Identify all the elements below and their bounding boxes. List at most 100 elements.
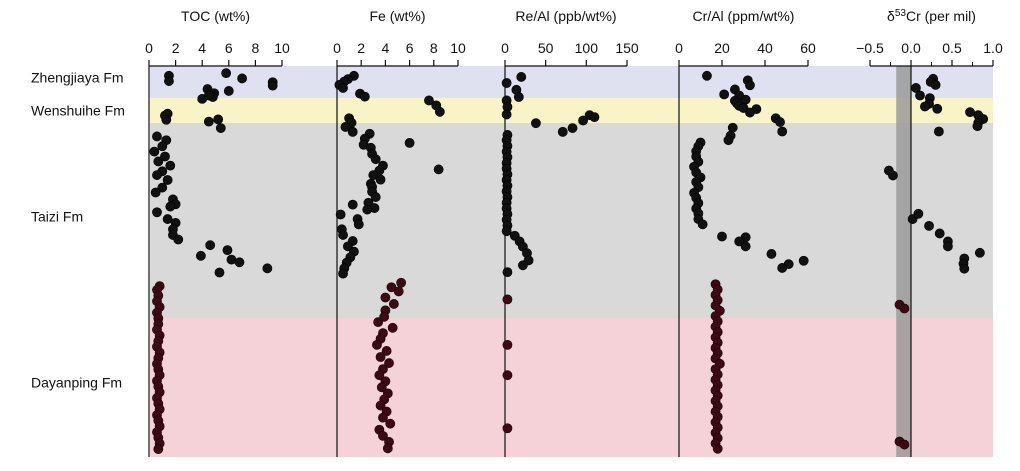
panel-5-data-point	[913, 208, 924, 219]
panel-3-tick-label: 150	[615, 40, 639, 56]
panel-1-data-point	[152, 170, 162, 180]
panel-5-data-point	[920, 101, 930, 112]
panel-1-data-point	[222, 245, 233, 256]
panel-5-data-point	[899, 439, 910, 450]
panel-2-data-point	[347, 126, 358, 137]
panel-1-data-point	[157, 182, 168, 193]
panel-4-data-point	[717, 231, 727, 242]
panel-5-tick-label: 1.0	[983, 40, 1003, 56]
panel-2-data-point	[375, 352, 386, 362]
panel-5-data-point	[899, 303, 910, 314]
panel-1-data-point	[157, 141, 168, 152]
formation-band-zhengjiaya-fm	[150, 66, 993, 98]
panel-4-tick-label: 40	[757, 40, 773, 56]
panel-5-tick-label: −0.5	[856, 40, 884, 56]
panel-1-data-point	[267, 80, 278, 91]
panel-3-data-point	[516, 72, 527, 82]
panel-3-data-point	[513, 92, 524, 102]
panel-1-data-point	[203, 116, 214, 127]
panel-3-data-point	[567, 123, 578, 133]
panel-1-data-point	[214, 267, 225, 278]
panel-1-tick-label: 6	[225, 40, 233, 56]
panel-1-data-point	[237, 73, 247, 84]
points-layer	[149, 68, 989, 455]
panel-5-data-point	[930, 79, 941, 90]
shaded-band-layer	[896, 66, 911, 457]
panel-3-title: Re/Al (ppb/wt%)	[515, 8, 616, 24]
panel-2-data-point	[380, 292, 391, 303]
panel-5-data-point	[924, 220, 934, 231]
panel-2-data-point	[433, 164, 444, 175]
panel-5-data-point	[934, 228, 945, 239]
panel-2-tick-label: 6	[406, 40, 414, 56]
panel-2-data-point	[338, 230, 348, 240]
panel-2-data-point	[373, 317, 384, 328]
panel-3-data-point	[502, 294, 513, 305]
formation-labels: Zhengjiaya Fm Wenshuihe Fm Taizi Fm Dayanpi…	[31, 70, 125, 391]
panel-5-data-point	[933, 126, 944, 137]
panel-1-data-point	[162, 175, 173, 185]
panel-3-data-point	[502, 267, 513, 278]
panel-3-data-point	[517, 260, 528, 271]
panel-2-data-point	[359, 91, 370, 102]
formation-band-dayanping-fm	[150, 318, 993, 457]
panel-5-data-point	[974, 247, 985, 258]
panel-1-data-point	[205, 240, 216, 251]
panel-1-data-point	[152, 207, 162, 218]
formation-label-wenshuihe-fm: Wenshuihe Fm	[31, 103, 125, 119]
panel-3-data-point	[589, 112, 600, 123]
panel-1-data-point	[150, 187, 161, 198]
panel-1-data-point	[223, 86, 234, 96]
panel-5-data-point	[932, 103, 943, 114]
panel-4-data-point	[740, 241, 751, 252]
panel-4-data-point	[697, 219, 708, 230]
panel-4-data-point	[777, 126, 788, 137]
panel-2-data-point	[353, 219, 364, 230]
panel-1-tick-label: 8	[252, 40, 260, 56]
formation-label-zhengjiaya-fm: Zhengjiaya Fm	[31, 70, 124, 86]
panel-1-data-point	[161, 114, 172, 125]
panel-3-data-point	[501, 226, 512, 237]
panel-4-tick-label: 0	[675, 40, 683, 56]
formation-band-taizi-fm	[150, 123, 993, 318]
panel-2-data-point	[393, 286, 404, 297]
panel-1-tick-label: 2	[172, 40, 180, 56]
panel-2-data-point	[378, 430, 388, 441]
panel-3-tick-label: 0	[501, 40, 509, 56]
panel-4-data-point	[734, 236, 745, 247]
panel-1-data-point	[162, 214, 173, 224]
panel-3-data-point	[501, 78, 512, 88]
panel-2-data-point	[338, 268, 348, 279]
panel-1-data-point	[164, 76, 174, 86]
panel-2-data-point	[347, 199, 358, 210]
panel-1-data-point	[149, 146, 160, 157]
panel-2-data-point	[385, 418, 396, 429]
panel-2-tick-label: 8	[430, 40, 438, 56]
panel-2-data-point	[381, 346, 392, 356]
panel-4-data-point	[702, 70, 712, 81]
panel-4-tick-label: 60	[800, 40, 816, 56]
panel-3-data-point	[557, 126, 568, 137]
panel-3-data-point	[578, 115, 588, 126]
panel-5-data-point	[888, 170, 898, 181]
panel-2-data-point	[404, 137, 415, 148]
panel-3-data-point	[531, 118, 541, 129]
panel-2-data-point	[375, 174, 386, 185]
panel-3-data-point	[501, 109, 512, 120]
panel-1-data-point	[221, 68, 232, 79]
panel-4-data-point	[719, 89, 730, 100]
panel-2-data-point	[370, 154, 381, 165]
panel-2-data-point	[424, 95, 434, 106]
panel-5-tick-label: 0.0	[901, 40, 921, 56]
formation-label-dayanping-fm: Dayanping Fm	[31, 375, 122, 391]
panel-5-data-point	[972, 121, 983, 132]
panel-3-data-point	[502, 339, 513, 350]
panel-4-data-point	[745, 80, 755, 91]
panel-3-data-point	[502, 370, 513, 381]
panel-2-tick-label: 10	[450, 40, 466, 56]
panel-2-title: Fe (wt%)	[370, 8, 426, 24]
panel-1-tick-label: 0	[145, 40, 153, 56]
panel-2-data-point	[362, 204, 373, 215]
